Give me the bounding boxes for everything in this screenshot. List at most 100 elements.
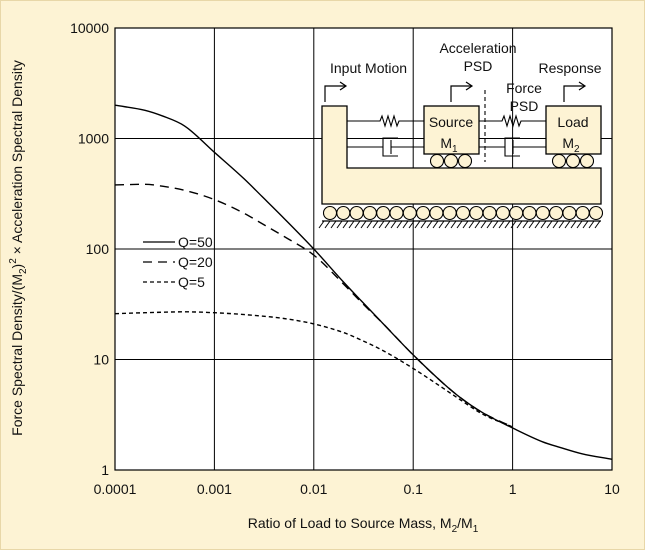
legend: Q=50 Q=20 Q=5 xyxy=(143,234,213,290)
roller xyxy=(522,205,537,221)
roller xyxy=(455,205,471,221)
hatch-mark xyxy=(342,220,349,229)
roller xyxy=(549,205,564,221)
roller xyxy=(442,205,457,221)
hatch-mark xyxy=(324,220,331,229)
hatch-mark xyxy=(564,220,571,229)
x-tick-label: 0.01 xyxy=(300,481,327,497)
acceleration-label: Acceleration xyxy=(439,40,516,56)
hatch-mark xyxy=(474,220,481,229)
y-tick-label: 1000 xyxy=(78,131,109,147)
ground-hatch xyxy=(318,220,601,229)
hatch-mark xyxy=(426,220,433,229)
y-axis-title: Force Spectral Density/(M2)2 × Accelerat… xyxy=(8,60,29,436)
hatch-mark xyxy=(444,220,451,229)
hatch-mark xyxy=(354,220,361,229)
hatch-mark xyxy=(498,220,505,229)
roller xyxy=(402,205,417,221)
hatch-mark xyxy=(372,220,379,229)
hatch-mark xyxy=(516,220,523,229)
hatch-mark xyxy=(348,220,355,229)
hatch-mark xyxy=(582,220,589,229)
mechanical-diagram: Input Motion Acceleration PSD Force PSD … xyxy=(318,40,604,229)
series-line-q50 xyxy=(114,104,613,460)
hatch-mark xyxy=(378,220,385,229)
y-tick-label: 10 xyxy=(93,352,109,368)
x-tick-label: 0.1 xyxy=(403,481,423,497)
hatch-mark xyxy=(522,220,529,229)
hatch-mark xyxy=(456,220,463,229)
tick-labels: 0.0001 0.001 0.01 0.1 1 10 1 10 100 1000 10000 xyxy=(70,20,620,497)
roller xyxy=(482,205,497,221)
base-rollers xyxy=(322,205,604,221)
damper-left-icon xyxy=(347,137,424,157)
hatch-mark xyxy=(366,220,373,229)
hatch-mark xyxy=(492,220,499,229)
hatch-mark xyxy=(390,220,397,229)
load-label: Load xyxy=(557,114,588,130)
acceleration-psd-label: PSD xyxy=(464,58,493,74)
wheel xyxy=(457,153,473,169)
hatch-mark xyxy=(534,220,541,229)
roller xyxy=(469,205,484,221)
hatch-mark xyxy=(420,220,427,229)
hatch-mark xyxy=(318,220,325,229)
series-layer xyxy=(114,104,613,460)
source-mass-box xyxy=(423,105,480,155)
wheels xyxy=(429,153,595,169)
roller xyxy=(495,205,510,221)
acceleration-arrow xyxy=(450,81,474,102)
force-label: Force xyxy=(506,80,542,96)
roller xyxy=(376,205,391,221)
base-frame xyxy=(321,105,602,205)
input-motion-label: Input Motion xyxy=(330,60,407,76)
x-axis-title: Ratio of Load to Source Mass, M2/M1 xyxy=(248,515,479,535)
hatch-mark xyxy=(408,220,415,229)
roller xyxy=(362,205,377,221)
load-mass-box xyxy=(545,105,602,155)
roller xyxy=(389,205,404,221)
hatch-mark xyxy=(594,220,601,229)
hatch-mark xyxy=(540,220,547,229)
hatch-mark xyxy=(396,220,403,229)
roller xyxy=(535,205,550,221)
roller xyxy=(349,205,364,221)
hatch-mark xyxy=(546,220,553,229)
response-label: Response xyxy=(538,60,601,76)
hatch-mark xyxy=(336,220,343,229)
wheel xyxy=(565,153,581,169)
spring-right-icon xyxy=(479,114,546,128)
roller xyxy=(575,205,590,221)
hatch-mark xyxy=(450,220,457,229)
y-tick-label: 10000 xyxy=(70,20,109,36)
m1-label: M1 xyxy=(440,135,458,155)
hatch-mark xyxy=(468,220,475,229)
series-line-q5 xyxy=(114,311,513,428)
hatch-mark xyxy=(570,220,577,229)
hatch-mark xyxy=(486,220,493,229)
y-tick-label: 100 xyxy=(86,241,110,257)
roller xyxy=(336,205,351,221)
hatch-mark xyxy=(432,220,439,229)
hatch-mark xyxy=(414,220,421,229)
roller xyxy=(416,205,431,221)
damper-right-icon xyxy=(479,137,546,157)
legend-label-q5: Q=5 xyxy=(178,274,205,290)
source-label: Source xyxy=(429,114,474,130)
hatch-mark xyxy=(576,220,583,229)
roller xyxy=(588,205,604,221)
x-tick-label: 0.001 xyxy=(197,481,232,497)
hatch-mark xyxy=(552,220,559,229)
response-arrow xyxy=(563,81,587,102)
wheel xyxy=(443,153,459,169)
roller xyxy=(509,205,524,221)
x-tick-label: 0.0001 xyxy=(94,481,137,497)
hatch-mark xyxy=(510,220,517,229)
spring-left-icon xyxy=(347,114,424,128)
input-motion-arrow xyxy=(324,81,348,102)
m2-label: M2 xyxy=(562,135,580,155)
legend-label-q50: Q=50 xyxy=(178,234,213,250)
roller xyxy=(322,205,338,221)
hatch-mark xyxy=(360,220,367,229)
